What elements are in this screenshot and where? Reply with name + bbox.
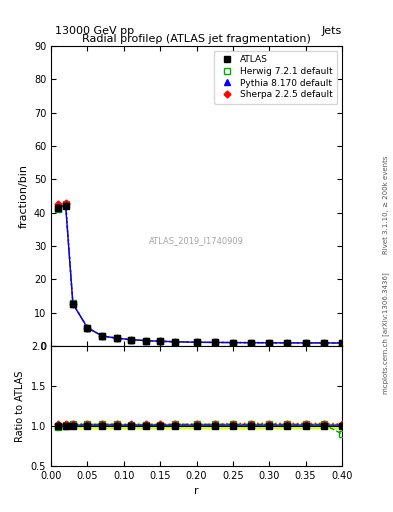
- ATLAS: [143, 337, 148, 344]
- Sherpa 2.2.5 default: [56, 201, 61, 207]
- Line: ATLAS: ATLAS: [55, 203, 345, 346]
- ATLAS: [321, 340, 326, 346]
- Pythia 8.170 default: [340, 340, 344, 346]
- ATLAS: [56, 205, 61, 211]
- Sherpa 2.2.5 default: [321, 340, 326, 346]
- Legend: ATLAS, Herwig 7.2.1 default, Pythia 8.170 default, Sherpa 2.2.5 default: ATLAS, Herwig 7.2.1 default, Pythia 8.17…: [214, 51, 338, 104]
- Herwig 7.2.1 default: [129, 336, 134, 343]
- ATLAS: [63, 203, 68, 209]
- Herwig 7.2.1 default: [267, 339, 272, 346]
- Sherpa 2.2.5 default: [194, 339, 199, 345]
- Herwig 7.2.1 default: [303, 340, 308, 346]
- Herwig 7.2.1 default: [85, 325, 90, 331]
- Pythia 8.170 default: [285, 340, 290, 346]
- ATLAS: [212, 339, 217, 346]
- Sherpa 2.2.5 default: [143, 337, 148, 344]
- Pythia 8.170 default: [231, 339, 235, 346]
- Pythia 8.170 default: [143, 337, 148, 344]
- Y-axis label: fraction/bin: fraction/bin: [18, 164, 28, 228]
- Text: 13000 GeV pp: 13000 GeV pp: [55, 26, 134, 36]
- Herwig 7.2.1 default: [56, 206, 61, 212]
- Sherpa 2.2.5 default: [158, 338, 163, 344]
- Herwig 7.2.1 default: [321, 340, 326, 346]
- Pythia 8.170 default: [249, 339, 253, 346]
- X-axis label: r: r: [194, 486, 199, 496]
- ATLAS: [231, 339, 235, 346]
- Pythia 8.170 default: [158, 338, 163, 345]
- Pythia 8.170 default: [100, 333, 105, 339]
- ATLAS: [194, 339, 199, 346]
- Pythia 8.170 default: [63, 202, 68, 208]
- Sherpa 2.2.5 default: [100, 333, 105, 339]
- ATLAS: [85, 325, 90, 331]
- Sherpa 2.2.5 default: [114, 335, 119, 341]
- Pythia 8.170 default: [321, 340, 326, 346]
- ATLAS: [285, 340, 290, 346]
- Herwig 7.2.1 default: [285, 340, 290, 346]
- Pythia 8.170 default: [267, 340, 272, 346]
- Sherpa 2.2.5 default: [63, 200, 68, 206]
- Sherpa 2.2.5 default: [85, 325, 90, 331]
- Herwig 7.2.1 default: [100, 333, 105, 339]
- Herwig 7.2.1 default: [173, 338, 177, 345]
- Herwig 7.2.1 default: [194, 339, 199, 345]
- Sherpa 2.2.5 default: [285, 340, 290, 346]
- Herwig 7.2.1 default: [63, 201, 68, 207]
- Herwig 7.2.1 default: [212, 339, 217, 346]
- Sherpa 2.2.5 default: [303, 340, 308, 346]
- Y-axis label: Ratio to ATLAS: Ratio to ATLAS: [15, 370, 25, 442]
- ATLAS: [100, 333, 105, 339]
- ATLAS: [249, 339, 253, 346]
- Sherpa 2.2.5 default: [129, 336, 134, 343]
- ATLAS: [303, 340, 308, 346]
- Sherpa 2.2.5 default: [267, 339, 272, 346]
- Pythia 8.170 default: [173, 339, 177, 345]
- ATLAS: [129, 336, 134, 343]
- Herwig 7.2.1 default: [143, 337, 148, 344]
- ATLAS: [267, 340, 272, 346]
- Herwig 7.2.1 default: [158, 338, 163, 344]
- Line: Sherpa 2.2.5 default: Sherpa 2.2.5 default: [56, 200, 344, 346]
- Herwig 7.2.1 default: [340, 340, 344, 347]
- Line: Pythia 8.170 default: Pythia 8.170 default: [55, 203, 345, 346]
- Pythia 8.170 default: [129, 336, 134, 343]
- ATLAS: [158, 338, 163, 345]
- Sherpa 2.2.5 default: [340, 340, 344, 346]
- Herwig 7.2.1 default: [71, 300, 75, 306]
- Pythia 8.170 default: [56, 204, 61, 210]
- Text: Rivet 3.1.10, ≥ 200k events: Rivet 3.1.10, ≥ 200k events: [383, 156, 389, 254]
- Pythia 8.170 default: [212, 339, 217, 346]
- Sherpa 2.2.5 default: [71, 301, 75, 307]
- ATLAS: [114, 335, 119, 342]
- Sherpa 2.2.5 default: [173, 338, 177, 345]
- Pythia 8.170 default: [303, 340, 308, 346]
- ATLAS: [71, 301, 75, 307]
- ATLAS: [173, 339, 177, 345]
- Pythia 8.170 default: [194, 339, 199, 345]
- Herwig 7.2.1 default: [114, 335, 119, 341]
- Title: Radial profileρ (ATLAS jet fragmentation): Radial profileρ (ATLAS jet fragmentation…: [82, 34, 311, 44]
- Text: ATLAS_2019_I1740909: ATLAS_2019_I1740909: [149, 237, 244, 246]
- Pythia 8.170 default: [85, 325, 90, 331]
- Pythia 8.170 default: [114, 335, 119, 342]
- Text: Jets: Jets: [321, 26, 342, 36]
- Text: mcplots.cern.ch [arXiv:1306.3436]: mcplots.cern.ch [arXiv:1306.3436]: [382, 272, 389, 394]
- Herwig 7.2.1 default: [231, 339, 235, 346]
- Pythia 8.170 default: [71, 301, 75, 307]
- Herwig 7.2.1 default: [249, 339, 253, 346]
- Sherpa 2.2.5 default: [231, 339, 235, 346]
- ATLAS: [340, 340, 344, 346]
- Sherpa 2.2.5 default: [212, 339, 217, 346]
- Sherpa 2.2.5 default: [249, 339, 253, 346]
- Line: Herwig 7.2.1 default: Herwig 7.2.1 default: [55, 202, 345, 346]
